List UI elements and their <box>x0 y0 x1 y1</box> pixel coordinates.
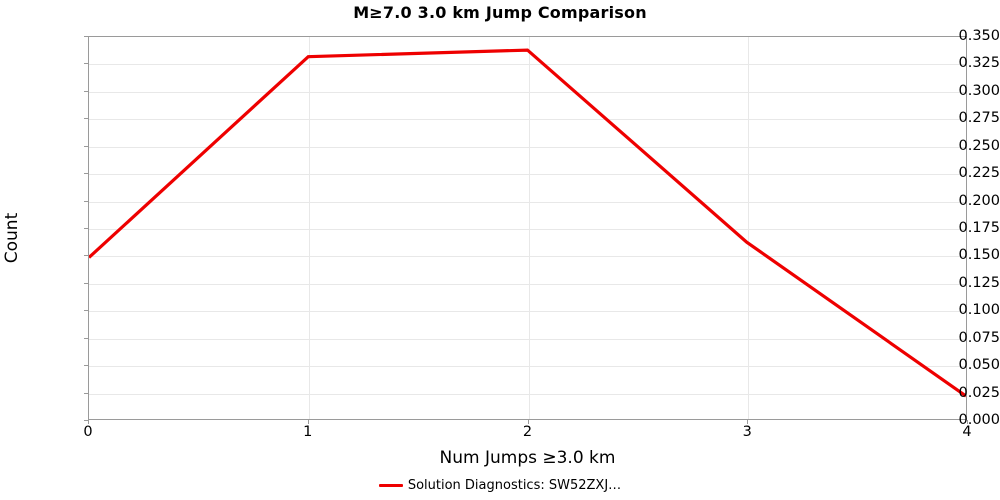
gridline-horizontal <box>89 338 966 340</box>
gridline-horizontal <box>89 229 966 230</box>
y-tick-label: 0.075 <box>958 329 1000 346</box>
y-tick-label: 0.125 <box>958 274 1000 291</box>
gridline-horizontal <box>89 91 966 93</box>
y-tick-mark <box>84 420 88 421</box>
x-tick-mark <box>88 420 89 424</box>
y-tick-label: 0.050 <box>958 357 1000 374</box>
y-tick-mark <box>84 118 88 120</box>
x-tick-mark <box>967 420 968 424</box>
gridline-horizontal <box>89 174 966 176</box>
y-tick-mark <box>84 145 88 147</box>
y-tick-mark <box>84 63 88 65</box>
y-tick-label: 0.000 <box>958 412 1000 428</box>
gridline-horizontal <box>89 256 966 258</box>
x-tick-label: 2 <box>522 424 533 440</box>
gridline-horizontal <box>89 366 966 368</box>
y-tick-mark <box>84 90 88 92</box>
gridline-vertical <box>308 37 310 419</box>
x-axis-label: Num Jumps ≥3.0 km <box>439 448 616 468</box>
y-tick-mark <box>84 392 88 394</box>
y-tick-label: 0.100 <box>958 302 1000 319</box>
gridline-vertical <box>528 37 530 419</box>
y-tick-mark <box>84 365 88 367</box>
x-tick-label: 0 <box>83 424 93 440</box>
x-tick-mark <box>747 420 749 424</box>
gridline-horizontal <box>89 393 966 395</box>
gridline-horizontal <box>89 283 966 285</box>
y-tick-label: 0.275 <box>958 110 1000 127</box>
gridline-horizontal <box>89 311 966 313</box>
y-tick-mark <box>84 337 88 339</box>
y-tick-mark <box>84 36 88 37</box>
gridline-horizontal <box>89 201 966 203</box>
x-tick-mark <box>527 420 529 424</box>
y-tick-mark <box>84 282 88 284</box>
chart-legend: Solution Diagnostics: SW52ZXJ… <box>0 478 1000 493</box>
y-tick-label: 0.300 <box>958 82 1000 99</box>
y-tick-label: 0.350 <box>958 28 1000 44</box>
x-tick-label: 3 <box>742 424 752 440</box>
gridline-horizontal <box>89 64 966 66</box>
gridline-horizontal <box>89 146 966 148</box>
y-tick-label: 0.250 <box>958 137 1000 154</box>
y-tick-label: 0.150 <box>958 247 1000 264</box>
y-tick-label: 0.325 <box>958 55 1000 72</box>
y-tick-mark <box>84 255 88 257</box>
x-tick-mark <box>307 420 309 424</box>
gridline-horizontal <box>89 119 966 121</box>
data-series-svg <box>89 48 966 398</box>
x-tick-label: 4 <box>962 424 972 440</box>
legend-color-swatch <box>378 484 403 487</box>
y-tick-mark <box>84 200 88 202</box>
y-tick-mark <box>84 173 88 175</box>
y-tick-label: 0.025 <box>958 384 1000 401</box>
x-tick-label: 1 <box>303 424 313 440</box>
y-tick-mark <box>84 310 88 312</box>
gridline-vertical <box>748 37 750 419</box>
series-line <box>89 48 966 398</box>
legend-entry-label: Solution Diagnostics: SW52ZXJ… <box>407 478 622 493</box>
chart-title: M≥7.0 3.0 km Jump Comparison <box>353 3 647 22</box>
y-tick-label: 0.200 <box>958 192 1000 209</box>
plot-area <box>88 36 967 420</box>
y-axis-label: Count <box>2 212 22 264</box>
y-tick-mark <box>84 228 88 229</box>
y-tick-label: 0.225 <box>958 165 1000 182</box>
y-tick-label: 0.175 <box>958 220 1000 236</box>
